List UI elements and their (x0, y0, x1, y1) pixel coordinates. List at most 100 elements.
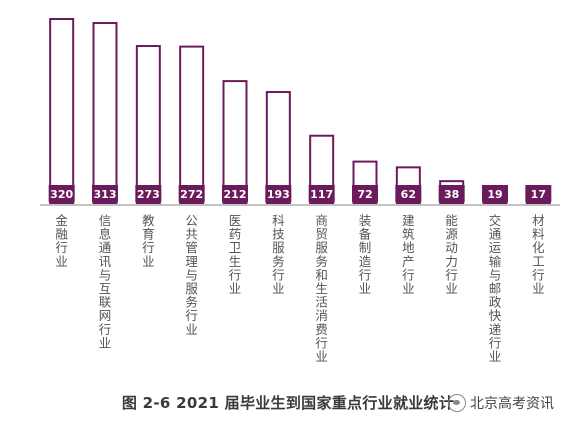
bar (222, 80, 248, 204)
value-label-box (222, 185, 248, 202)
value-label: 313 (94, 188, 117, 201)
value-label-box (482, 185, 508, 202)
category-label-char: 医 (229, 213, 242, 228)
category-label-char: 产 (402, 254, 415, 269)
value-label: 17 (531, 188, 546, 201)
category-label-char: 快 (489, 308, 502, 323)
category-label-char: 与 (489, 267, 502, 282)
category-label-char: 业 (55, 254, 68, 269)
category-label-char: 通 (99, 240, 112, 255)
category-label-char: 务 (315, 254, 328, 269)
category-label-char: 公 (185, 213, 198, 228)
value-label-box (178, 185, 205, 202)
bar (135, 45, 161, 205)
watermark-text: 北京高考资讯 (470, 396, 554, 412)
category-label-char: 活 (315, 295, 328, 310)
category-label-char: 行 (359, 267, 372, 282)
category-label-char: 行 (445, 267, 458, 282)
category-label-char: 和 (315, 267, 328, 282)
bar (92, 22, 118, 205)
value-label-box (352, 185, 378, 202)
bar (179, 45, 205, 204)
category-label-char: 行 (402, 267, 415, 282)
category-label-char: 业 (99, 335, 112, 350)
category-label-char: 业 (359, 281, 372, 296)
value-label: 62 (401, 188, 416, 201)
category-label-char: 服 (315, 240, 328, 255)
category-label-char: 源 (445, 227, 458, 242)
category-label-char: 卫 (229, 240, 242, 255)
category-label-char: 业 (185, 322, 198, 337)
category-label-char: 贸 (315, 227, 328, 242)
value-label: 272 (180, 188, 203, 201)
category-label-char: 生 (315, 281, 328, 296)
category-label-char: 交 (489, 213, 502, 228)
category-label-char: 商 (315, 213, 328, 228)
category-label-char: 行 (55, 240, 68, 255)
value-label-box (525, 185, 552, 202)
category-label-char: 联 (99, 295, 112, 310)
category-label-char: 药 (229, 227, 242, 242)
bar (265, 91, 291, 204)
bars-group: 320 313 273 272 212 193 117 72 62 38 19 17 (48, 18, 552, 205)
category-label-char: 与 (99, 267, 112, 282)
category-label-char: 备 (359, 227, 372, 242)
category-label-char: 互 (99, 281, 112, 296)
value-label-box (265, 185, 292, 202)
category-label-char: 务 (272, 254, 285, 269)
category-label-char: 行 (272, 267, 285, 282)
category-label-char: 业 (532, 281, 545, 296)
bar (49, 18, 75, 204)
category-label-char: 建 (402, 213, 415, 228)
category-label-char: 金 (55, 213, 68, 228)
category-label-char: 能 (445, 213, 458, 228)
value-label: 19 (487, 188, 502, 201)
category-label-char: 业 (272, 281, 285, 296)
category-label-char: 邮 (489, 281, 502, 296)
figure-caption: 图 2-6 2021 届毕业生到国家重点行业就业统计 (121, 394, 455, 412)
value-label-box (48, 185, 75, 202)
category-label-char: 业 (402, 281, 415, 296)
category-label-char: 行 (99, 322, 112, 337)
category-label-char: 力 (445, 254, 458, 269)
category-label-char: 输 (489, 254, 502, 269)
value-label: 320 (50, 188, 73, 201)
category-label-char: 行 (315, 335, 328, 350)
category-label-char: 制 (359, 240, 372, 255)
category-label-char: 服 (272, 240, 285, 255)
category-label-char: 地 (402, 240, 415, 255)
category-label-char: 务 (185, 295, 198, 310)
category-label-char: 装 (359, 213, 372, 228)
value-label: 193 (267, 188, 290, 201)
category-label-char: 料 (532, 227, 545, 242)
category-label-char: 理 (185, 254, 198, 269)
category-label-char: 业 (142, 254, 155, 269)
category-label-char: 运 (489, 240, 502, 255)
category-label-char: 行 (185, 308, 198, 323)
value-label-box (308, 185, 335, 202)
category-label-char: 讯 (99, 254, 112, 269)
category-label-char: 业 (445, 281, 458, 296)
category-labels-group: 金融行业信息通讯与互联网行业教育行业公共管理与服务行业医药卫生行业科技服务行业商… (55, 213, 545, 364)
category-label-char: 行 (142, 240, 155, 255)
category-label-char: 融 (55, 227, 68, 242)
category-label-char: 科 (272, 213, 285, 228)
value-label: 72 (357, 188, 372, 201)
category-label-char: 行 (229, 267, 242, 282)
value-label: 273 (137, 188, 160, 201)
category-label-char: 造 (359, 254, 372, 269)
category-label-char: 化 (532, 240, 545, 255)
watermark: 北京高考资讯 (448, 390, 554, 416)
value-label: 117 (310, 188, 333, 201)
caption-row: 图 2-6 2021 届毕业生到国家重点行业就业统计 (0, 392, 576, 416)
category-label-char: 动 (445, 240, 458, 255)
category-label-char: 息 (99, 227, 112, 242)
category-label-char: 行 (532, 267, 545, 282)
category-label-char: 政 (489, 295, 502, 310)
value-label-box (395, 185, 422, 202)
category-label-char: 信 (99, 213, 112, 228)
category-label-char: 筑 (402, 227, 415, 242)
category-label-char: 育 (142, 227, 155, 242)
category-label-char: 消 (315, 308, 328, 323)
category-label-char: 网 (99, 308, 112, 323)
